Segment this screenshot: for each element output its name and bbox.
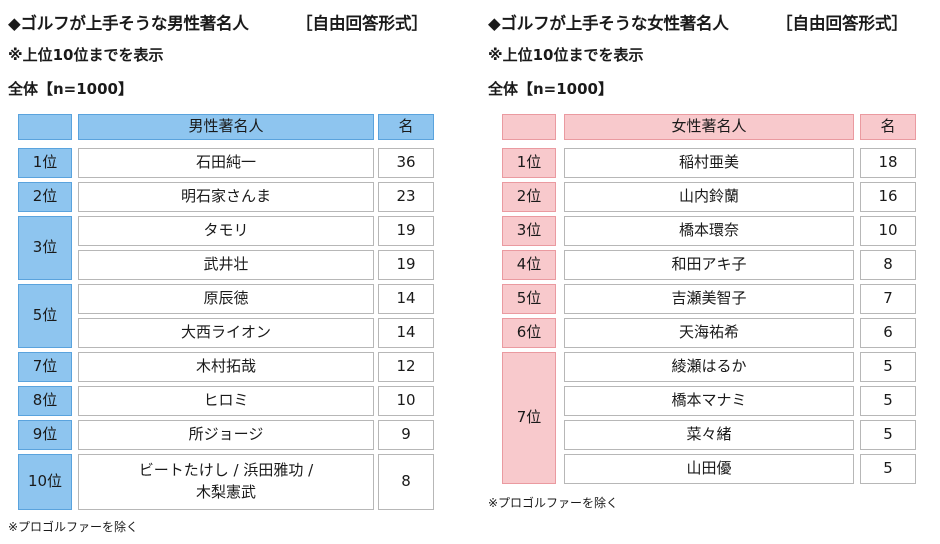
female-count-cell: 8	[860, 250, 916, 280]
male-rank-cell: 2位	[18, 182, 72, 212]
male-count-header: 名	[378, 114, 434, 140]
female-count-cell: 6	[860, 318, 916, 348]
female-count-cell: 16	[860, 182, 916, 212]
male-ranking-title: ◆ゴルフが上手そうな男性著名人	[8, 14, 249, 33]
female-name-cell: 綾瀬はるか	[564, 352, 854, 382]
female-ranking-title: ◆ゴルフが上手そうな女性著名人	[488, 14, 729, 33]
female-top10-note: ※上位10位までを表示	[488, 46, 644, 64]
male-rank-cell: 5位	[18, 284, 72, 348]
female-name-cell: 橋本環奈	[564, 216, 854, 246]
female-answer-format: ［自由回答形式］	[776, 14, 908, 33]
male-name-line: 木梨憲武	[195, 483, 256, 501]
male-rank-cell: 3位	[18, 216, 72, 280]
male-pro-golfer-note: ※プロゴルファーを除く	[8, 520, 139, 534]
male-name-cell: 武井壮	[78, 250, 374, 280]
male-count-cell: 12	[378, 352, 434, 382]
male-count-cell: 8	[378, 454, 434, 510]
female-name-cell: 菜々緒	[564, 420, 854, 450]
male-rank-cell: 9位	[18, 420, 72, 450]
female-name-cell: 和田アキ子	[564, 250, 854, 280]
female-rank-cell: 3位	[502, 216, 556, 246]
female-count-header: 名	[860, 114, 916, 140]
female-name-cell: 天海祐希	[564, 318, 854, 348]
male-rank-cell: 7位	[18, 352, 72, 382]
male-count-cell: 36	[378, 148, 434, 178]
male-name-cell: 明石家さんま	[78, 182, 374, 212]
male-count-cell: 14	[378, 284, 434, 314]
female-count-cell: 5	[860, 454, 916, 484]
female-rank-cell: 1位	[502, 148, 556, 178]
male-rank-cell: 8位	[18, 386, 72, 416]
female-name-cell: 稲村亜美	[564, 148, 854, 178]
male-count-cell: 10	[378, 386, 434, 416]
male-name-cell: 木村拓哉	[78, 352, 374, 382]
female-rank-header	[502, 114, 556, 140]
female-name-cell: 山内鈴蘭	[564, 182, 854, 212]
female-count-cell: 18	[860, 148, 916, 178]
male-rank-header	[18, 114, 72, 140]
male-name-cell-multi: ビートたけし / 浜田雅功 / 木梨憲武	[78, 454, 374, 510]
female-count-cell: 5	[860, 386, 916, 416]
male-name-cell: ヒロミ	[78, 386, 374, 416]
female-rank-cell: 5位	[502, 284, 556, 314]
male-top10-note: ※上位10位までを表示	[8, 46, 164, 64]
female-count-cell: 5	[860, 352, 916, 382]
male-name-cell: 所ジョージ	[78, 420, 374, 450]
male-sample-size: 全体【n=1000】	[8, 80, 133, 98]
male-name-cell: タモリ	[78, 216, 374, 246]
male-count-cell: 14	[378, 318, 434, 348]
male-count-cell: 19	[378, 250, 434, 280]
female-count-cell: 7	[860, 284, 916, 314]
female-name-header: 女性著名人	[564, 114, 854, 140]
male-count-cell: 23	[378, 182, 434, 212]
female-name-cell: 山田優	[564, 454, 854, 484]
male-count-cell: 19	[378, 216, 434, 246]
female-name-cell: 橋本マナミ	[564, 386, 854, 416]
female-rank-cell: 2位	[502, 182, 556, 212]
female-rank-cell: 4位	[502, 250, 556, 280]
female-rank-cell: 6位	[502, 318, 556, 348]
male-answer-format: ［自由回答形式］	[296, 14, 428, 33]
male-name-cell: 石田純一	[78, 148, 374, 178]
male-name-cell: 大西ライオン	[78, 318, 374, 348]
male-rank-cell: 10位	[18, 454, 72, 510]
male-name-header: 男性著名人	[78, 114, 374, 140]
male-rank-cell: 1位	[18, 148, 72, 178]
male-name-cell: 原辰徳	[78, 284, 374, 314]
female-name-cell: 吉瀬美智子	[564, 284, 854, 314]
female-count-cell: 10	[860, 216, 916, 246]
male-name-line: ビートたけし / 浜田雅功 /	[138, 461, 314, 480]
female-rank-cell: 7位	[502, 352, 556, 484]
male-count-cell: 9	[378, 420, 434, 450]
female-count-cell: 5	[860, 420, 916, 450]
female-pro-golfer-note: ※プロゴルファーを除く	[488, 496, 619, 510]
female-sample-size: 全体【n=1000】	[488, 80, 613, 98]
